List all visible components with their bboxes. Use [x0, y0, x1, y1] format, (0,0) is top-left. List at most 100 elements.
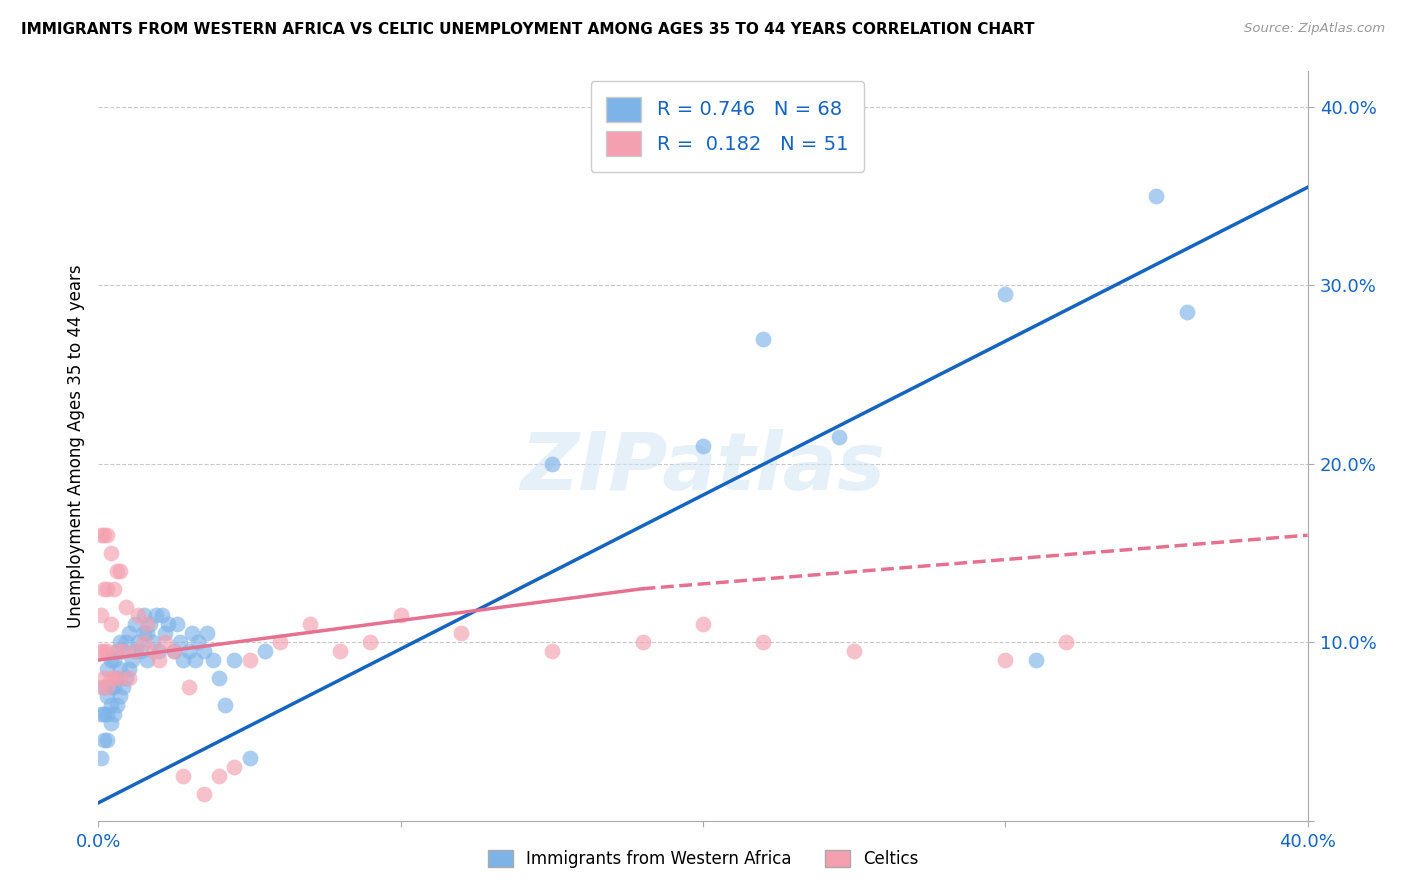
Point: [124, 644, 146, 658]
Point: [208, 671, 231, 685]
Point: [148, 644, 170, 658]
Point: [93, 528, 115, 542]
Y-axis label: Unemployment Among Ages 35 to 44 years: Unemployment Among Ages 35 to 44 years: [66, 264, 84, 628]
Point: [90, 608, 112, 623]
Point: [1024, 653, 1046, 667]
Point: [121, 653, 143, 667]
Point: [187, 635, 209, 649]
Legend: R = 0.746   N = 68, R =  0.182   N = 51: R = 0.746 N = 68, R = 0.182 N = 51: [591, 81, 863, 172]
Point: [90, 680, 112, 694]
Point: [124, 644, 146, 658]
Point: [96, 680, 118, 694]
Point: [224, 653, 246, 667]
Point: [93, 582, 115, 596]
Point: [127, 608, 149, 623]
Point: [692, 617, 714, 632]
Point: [114, 671, 136, 685]
Point: [124, 617, 146, 632]
Point: [540, 457, 562, 471]
Point: [103, 680, 125, 694]
Point: [145, 608, 167, 623]
Point: [108, 564, 131, 578]
Point: [148, 653, 170, 667]
Point: [156, 617, 179, 632]
Point: [184, 653, 207, 667]
Point: [1144, 189, 1167, 203]
Point: [239, 751, 262, 765]
Point: [118, 662, 141, 676]
Point: [142, 635, 165, 649]
Point: [150, 608, 173, 623]
Point: [100, 617, 122, 632]
Point: [114, 599, 136, 614]
Point: [163, 644, 186, 658]
Point: [828, 430, 851, 444]
Point: [181, 626, 204, 640]
Point: [752, 635, 775, 649]
Point: [96, 528, 118, 542]
Point: [135, 653, 157, 667]
Point: [389, 608, 412, 623]
Point: [193, 787, 215, 801]
Point: [103, 706, 125, 721]
Point: [253, 644, 276, 658]
Point: [163, 644, 186, 658]
Point: [179, 644, 201, 658]
Point: [100, 671, 122, 685]
Point: [172, 769, 194, 783]
Point: [90, 644, 112, 658]
Legend: Immigrants from Western Africa, Celtics: Immigrants from Western Africa, Celtics: [481, 843, 925, 875]
Point: [93, 671, 115, 685]
Point: [135, 617, 157, 632]
Text: IMMIGRANTS FROM WESTERN AFRICA VS CELTIC UNEMPLOYMENT AMONG AGES 35 TO 44 YEARS : IMMIGRANTS FROM WESTERN AFRICA VS CELTIC…: [21, 22, 1035, 37]
Point: [132, 635, 155, 649]
Point: [100, 546, 122, 560]
Point: [93, 680, 115, 694]
Point: [994, 287, 1017, 301]
Point: [100, 715, 122, 730]
Point: [103, 582, 125, 596]
Point: [179, 680, 201, 694]
Point: [153, 626, 176, 640]
Point: [93, 706, 115, 721]
Point: [127, 635, 149, 649]
Point: [139, 617, 162, 632]
Text: Source: ZipAtlas.com: Source: ZipAtlas.com: [1244, 22, 1385, 36]
Point: [360, 635, 382, 649]
Point: [135, 626, 157, 640]
Point: [142, 644, 165, 658]
Point: [214, 698, 236, 712]
Point: [166, 617, 188, 632]
Point: [111, 644, 134, 658]
Point: [108, 635, 131, 649]
Point: [540, 644, 562, 658]
Point: [118, 626, 141, 640]
Point: [100, 680, 122, 694]
Point: [90, 751, 112, 765]
Point: [153, 635, 176, 649]
Point: [96, 644, 118, 658]
Point: [239, 653, 262, 667]
Point: [105, 698, 128, 712]
Point: [96, 662, 118, 676]
Point: [96, 706, 118, 721]
Point: [108, 662, 131, 676]
Point: [1175, 305, 1198, 319]
Point: [169, 635, 191, 649]
Point: [105, 644, 128, 658]
Point: [105, 644, 128, 658]
Point: [329, 644, 352, 658]
Point: [93, 644, 115, 658]
Point: [132, 608, 155, 623]
Point: [172, 653, 194, 667]
Point: [108, 689, 131, 703]
Point: [994, 653, 1017, 667]
Point: [193, 644, 215, 658]
Point: [100, 653, 122, 667]
Point: [299, 617, 322, 632]
Point: [195, 626, 218, 640]
Point: [108, 671, 131, 685]
Point: [631, 635, 654, 649]
Point: [90, 528, 112, 542]
Point: [90, 706, 112, 721]
